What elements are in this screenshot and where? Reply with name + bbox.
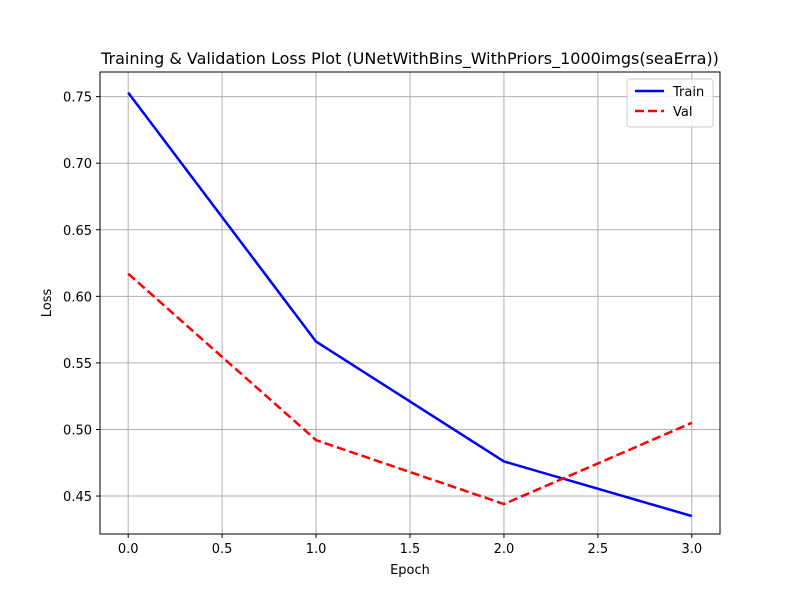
y-tick-label: 0.75 [63,91,92,106]
x-tick-label: 2.5 [588,542,609,557]
legend: Train Val [626,78,714,128]
y-tick-label: 0.50 [63,423,92,438]
y-axis-label: Loss [40,289,55,318]
y-tick-label: 0.70 [63,157,92,172]
x-tick-label: 3.0 [681,542,702,557]
x-tick-label: 2.0 [494,542,515,557]
legend-label-train: Train [672,85,704,100]
x-tick-label: 1.0 [306,542,327,557]
x-tick-label: 1.5 [400,542,421,557]
axis-ticks: 0.0 0.5 1.0 1.5 2.0 2.5 3.0 0.45 0.50 0.55 0.60 0.6… [63,91,702,557]
x-axis-label: Epoch [390,563,430,578]
y-tick-label: 0.65 [63,224,92,239]
grid [100,72,720,534]
x-tick-label: 0.5 [212,542,233,557]
y-tick-label: 0.55 [63,357,92,372]
series-line-val [127,272,693,506]
legend-label-val: Val [673,105,692,120]
x-tick-label: 0.0 [118,542,139,557]
series-lines [127,91,693,518]
chart-title: Training & Validation Loss Plot (UNetWit… [100,49,719,69]
y-tick-label: 0.60 [63,290,92,305]
series-line-train [127,91,693,518]
y-tick-label: 0.45 [63,490,92,505]
